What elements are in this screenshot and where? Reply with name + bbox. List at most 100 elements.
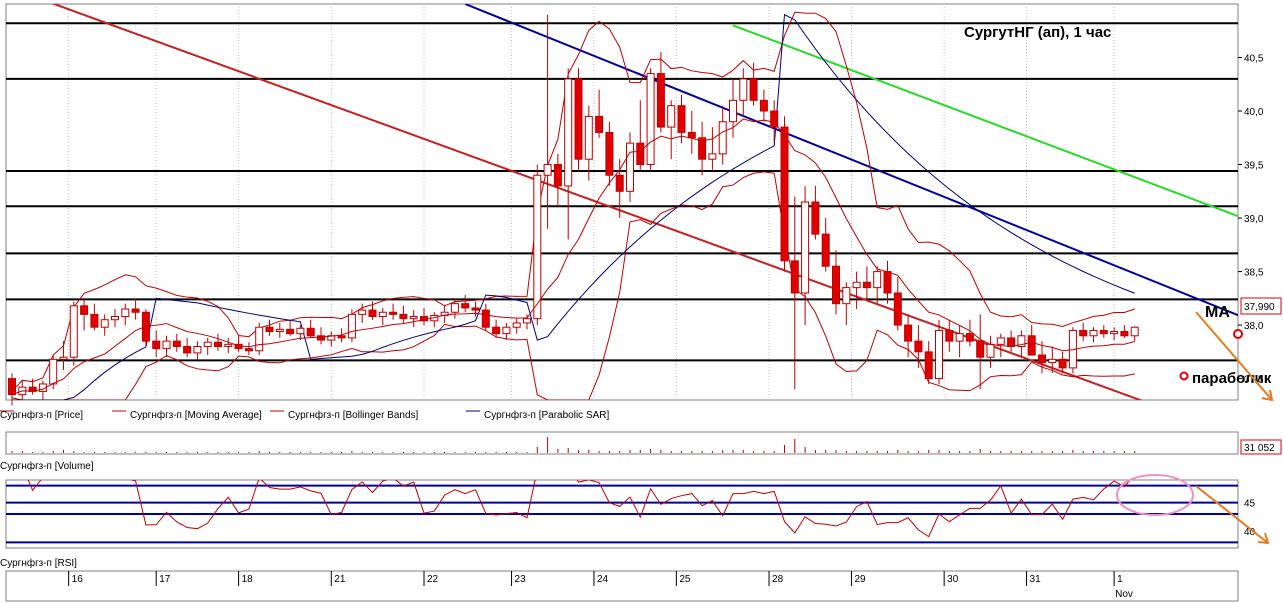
candle-body [811, 201, 820, 235]
volume-panel [5, 431, 1239, 455]
candle [512, 318, 521, 334]
candle-body [1027, 335, 1036, 356]
candle [275, 322, 284, 338]
candle-body [523, 318, 531, 324]
price-tick-label: 38,0 [1244, 321, 1264, 332]
candle-body [996, 337, 1005, 345]
candle-body [183, 345, 192, 354]
sar-annotation: параболик [1192, 370, 1272, 387]
candle [677, 94, 686, 144]
candle [100, 314, 109, 336]
candle-body [718, 121, 727, 155]
candle-body [945, 329, 954, 342]
candle [739, 68, 748, 117]
candle-body [543, 164, 552, 176]
candle [1027, 325, 1036, 356]
candle-body [265, 326, 274, 333]
candle [214, 333, 222, 351]
time-tick-label: 31 [1030, 574, 1042, 585]
candle [708, 127, 717, 170]
candle-body [1120, 331, 1129, 337]
candle-body [49, 358, 58, 385]
candle-body [883, 271, 892, 294]
price-last-label: 37,990 [1244, 302, 1275, 313]
candles [8, 14, 1139, 406]
candle [945, 319, 954, 352]
time-tick-label: 30 [947, 574, 959, 585]
candle-body [708, 153, 717, 160]
candle-body [533, 174, 542, 320]
candle [471, 301, 480, 317]
candle [935, 319, 943, 384]
candle-body [481, 309, 490, 328]
candle-body [111, 316, 119, 321]
time-tick-label: 18 [242, 574, 254, 585]
candle [121, 303, 130, 326]
candle-body [471, 307, 480, 311]
candle [296, 325, 305, 341]
candle [358, 303, 367, 323]
candle-body [224, 343, 233, 347]
candle-body [986, 343, 995, 358]
candle [317, 327, 325, 345]
candle-body [564, 78, 573, 187]
legend-label: Сургнфгз-п [Price] [0, 409, 83, 421]
candle-body [409, 316, 418, 320]
candle [172, 333, 181, 352]
sar-annotation-marker [1179, 371, 1189, 381]
candle [646, 68, 655, 170]
candle [481, 303, 490, 331]
candle-body [687, 131, 696, 139]
candle-body [1099, 329, 1108, 335]
candle [862, 266, 871, 299]
candle [821, 218, 830, 272]
candle [584, 105, 593, 181]
candle [265, 319, 274, 336]
candle [131, 298, 140, 320]
candle [244, 342, 253, 356]
candle-body [914, 340, 923, 353]
candle-body [317, 335, 325, 341]
candle-body [8, 378, 16, 396]
candle [976, 314, 985, 390]
time-tick-label: 21 [334, 574, 346, 585]
candle [389, 303, 398, 320]
candle-body [512, 322, 521, 328]
candle [1110, 327, 1119, 341]
time-axis-labels: 16 17 18 21 22 23 24 25 28 29 30 31 1 Nov [68, 571, 1133, 600]
candle-body [1048, 358, 1057, 364]
candle [1120, 325, 1129, 338]
trend-line-red [51, 4, 1143, 400]
candle-body [69, 305, 78, 358]
candle [1089, 327, 1098, 343]
sar-line [12, 13, 1135, 400]
candle-body [389, 311, 398, 315]
candle-body [255, 326, 264, 352]
candle [605, 121, 614, 186]
candle-body [574, 78, 583, 160]
chart-title: СургутНГ (ап), 1 час [964, 24, 1111, 41]
time-tick-label: 25 [679, 574, 691, 585]
candle [904, 314, 913, 358]
price-tick-label: 40,0 [1244, 107, 1264, 118]
volume-last-badge [1240, 439, 1282, 455]
candle [111, 309, 119, 328]
candle [965, 319, 974, 347]
rsi-highlight-ellipse [1116, 474, 1194, 516]
candle-body [244, 348, 253, 352]
candle [626, 132, 634, 202]
candle-body [1130, 326, 1139, 337]
candle-body [358, 309, 367, 315]
candle [574, 68, 583, 170]
candle [553, 153, 562, 208]
candle [368, 301, 377, 320]
rsi-line [27, 480, 1131, 538]
candle [832, 250, 840, 315]
rsi-tick-label: 40 [1244, 527, 1256, 538]
rsi-label: Сургнфгз-п [RSI] [0, 557, 77, 569]
parabolic-sar [12, 13, 1135, 400]
candle-body [1038, 354, 1046, 364]
candle [1058, 351, 1067, 374]
candle-body [965, 333, 974, 342]
time-tick-label: 28 [772, 574, 784, 585]
